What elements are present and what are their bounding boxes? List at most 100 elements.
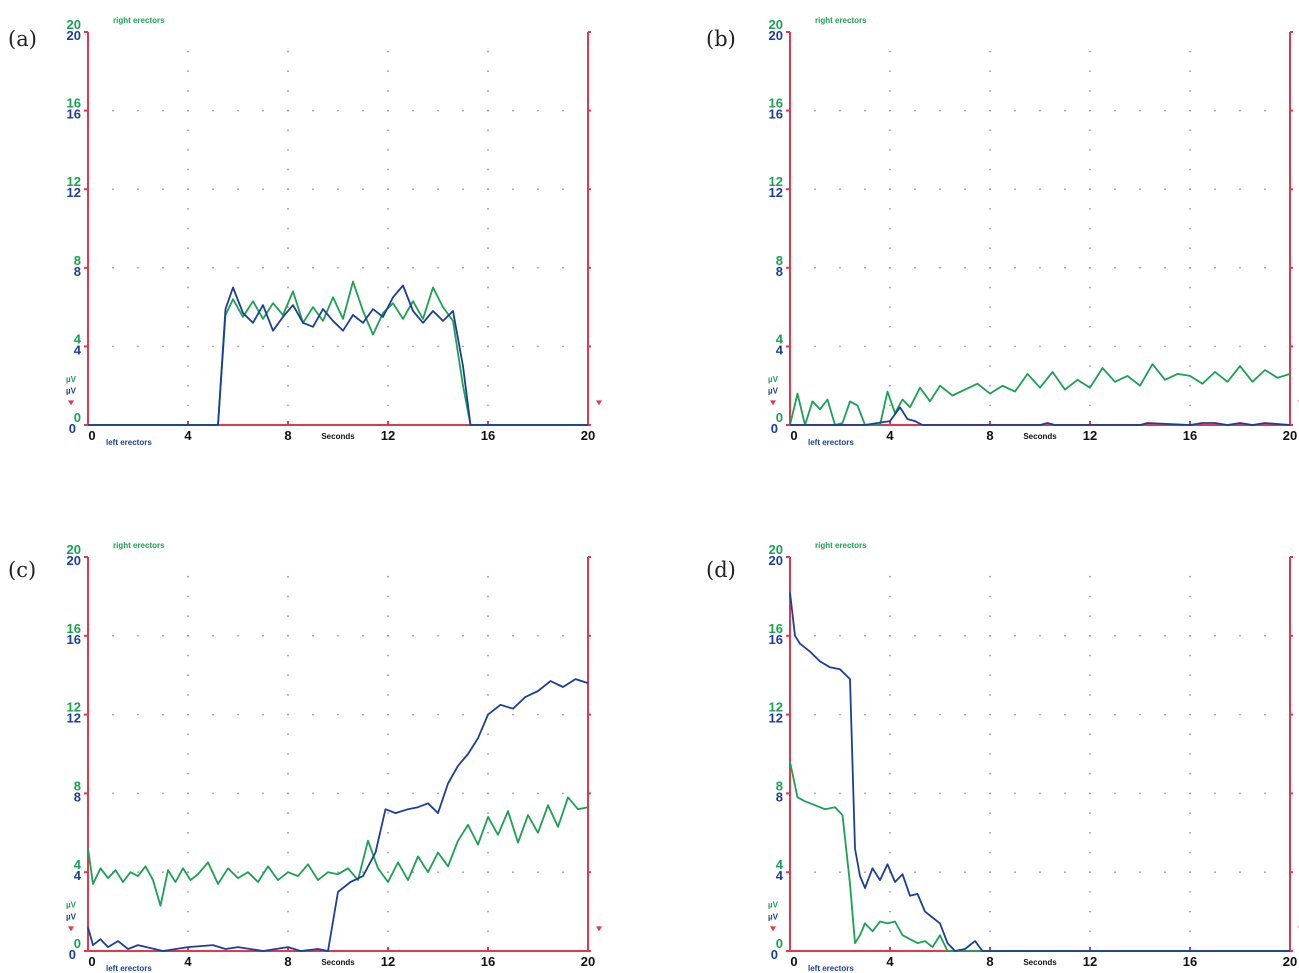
chart-1-threshold-marker-left <box>770 400 776 406</box>
chart-1-grid-dot <box>1239 109 1241 112</box>
chart-1-grid-dot <box>939 188 941 191</box>
chart-2-grid-dot <box>487 595 489 598</box>
chart-0-grid-dot <box>537 266 539 269</box>
chart-3-grid-dot <box>889 831 891 834</box>
chart-3-x-tick-label: 4 <box>886 954 894 969</box>
chart-3-grid-dot <box>1189 733 1191 736</box>
chart-1-grid-dot <box>1089 345 1091 348</box>
chart-0-grid-dot <box>312 109 314 112</box>
chart-3-grid-dot <box>1064 713 1066 716</box>
chart-2-grid-dot <box>537 713 539 716</box>
chart-2-grid-dot <box>487 792 489 795</box>
chart-0-grid-dot <box>287 129 289 132</box>
chart-1-grid-dot <box>1189 365 1191 367</box>
chart-0-grid-dot <box>462 345 464 348</box>
chart-3-series-1-line <box>789 592 1290 952</box>
chart-1-grid-dot <box>889 306 891 308</box>
chart-3-grid-dot <box>889 910 891 913</box>
chart-0-series-1-line <box>88 284 588 426</box>
chart-0-grid-dot <box>187 365 189 367</box>
chart-2-grid-dot <box>387 871 389 874</box>
chart-0-grid-dot <box>187 129 189 132</box>
chart-1-grid-dot <box>1164 266 1166 269</box>
chart-0-grid-dot <box>487 227 489 230</box>
chart-2-grid-dot <box>187 910 189 913</box>
chart-2-y-tick-label-left: 0 <box>69 947 76 962</box>
chart-2-grid-dot <box>137 634 139 637</box>
chart-2-series-0-line <box>87 796 589 907</box>
chart-1-grid-dot <box>989 345 991 348</box>
chart-1-grid-dot <box>1089 207 1091 210</box>
chart-3-grid-dot <box>889 753 891 755</box>
chart-0-y-tick-label-left: 4 <box>74 342 82 357</box>
chart-1-grid-dot <box>889 149 891 151</box>
chart-1-grid-dot <box>964 266 966 269</box>
chart-2-grid-dot <box>287 595 289 598</box>
chart-1-grid-dot <box>1089 266 1091 269</box>
chart-1-grid-dot <box>839 188 841 191</box>
chart-0-grid-dot <box>412 109 414 112</box>
chart-1-grid-dot <box>1089 286 1091 289</box>
chart-1-grid-dot <box>939 109 941 112</box>
chart-3-grid-dot <box>1189 595 1191 598</box>
chart-3-grid-dot <box>1089 772 1091 775</box>
chart-3-y-tick-label-right: 8 <box>776 778 783 793</box>
chart-2-x-tick-label: 12 <box>381 954 395 969</box>
chart-3-grid-dot <box>989 871 991 874</box>
chart-1-grid-dot <box>889 227 891 230</box>
chart-1-y-tick-label-right: 0 <box>776 410 783 425</box>
chart-0-grid-dot <box>187 188 189 191</box>
chart-3-x-tick-label: 16 <box>1183 954 1197 969</box>
chart-1-grid-dot <box>914 345 916 348</box>
chart-2-grid-dot <box>337 871 339 874</box>
chart-1-grid-dot <box>889 345 891 348</box>
chart-3-grid-dot <box>889 654 891 657</box>
chart-3-grid-dot <box>989 654 991 657</box>
chart-3-x-tick-label: 20 <box>1283 954 1297 969</box>
chart-0-grid-dot <box>162 266 164 269</box>
chart-0-grid-dot <box>287 109 289 112</box>
chart-1-grid-dot <box>964 188 966 191</box>
chart-2-grid-dot <box>187 615 189 617</box>
chart-1-grid-dot <box>914 266 916 269</box>
chart-2-grid-dot <box>487 674 489 677</box>
chart-1-grid-dot <box>989 227 991 230</box>
chart-2-grid-dot <box>462 713 464 716</box>
chart-3-grid-dot <box>1089 674 1091 677</box>
chart-3-grid-dot <box>1039 871 1041 874</box>
chart-0-grid-dot <box>387 149 389 151</box>
chart-3-grid-dot <box>1189 634 1191 637</box>
chart-3-grid-dot <box>1189 654 1191 657</box>
chart-1-grid-dot <box>1189 306 1191 308</box>
chart-2-grid-dot <box>387 674 389 677</box>
chart-1-y-tick-label-right: 20 <box>769 17 783 32</box>
chart-1-grid-dot <box>914 188 916 191</box>
chart-3-grid-dot <box>1089 812 1091 814</box>
chart-1-grid-dot <box>839 345 841 348</box>
chart-1-x-tick-label: 0 <box>790 428 797 443</box>
chart-3-grid-dot <box>939 634 941 637</box>
chart-2-grid-dot <box>487 694 489 696</box>
chart-1-grid-dot <box>864 109 866 112</box>
chart-3-grid-dot <box>889 792 891 795</box>
chart-0-grid-dot <box>137 266 139 269</box>
chart-1-grid-dot <box>814 345 816 348</box>
chart-0-grid-dot <box>437 266 439 269</box>
chart-3-grid-dot <box>1114 713 1116 716</box>
chart-3-grid-dot <box>1089 733 1091 736</box>
chart-3-y-tick-label-left: 12 <box>769 711 783 726</box>
chart-3-grid-dot <box>1239 713 1241 716</box>
chart-3-y-tick-label-right: 4 <box>776 857 784 872</box>
chart-0-grid-dot <box>187 384 189 387</box>
chart-3-grid-dot <box>1089 792 1091 795</box>
chart-3-grid-dot <box>1064 792 1066 795</box>
chart-0-grid-dot <box>187 168 189 171</box>
chart-3-grid-dot <box>1064 871 1066 874</box>
chart-3-grid-dot <box>1114 792 1116 795</box>
chart-2-grid-dot <box>387 851 389 854</box>
chart-3-grid-dot <box>1139 713 1141 716</box>
chart-3-grid-dot <box>989 713 991 716</box>
chart-2-grid-dot <box>187 772 189 775</box>
chart-3-grid-dot <box>1189 812 1191 814</box>
